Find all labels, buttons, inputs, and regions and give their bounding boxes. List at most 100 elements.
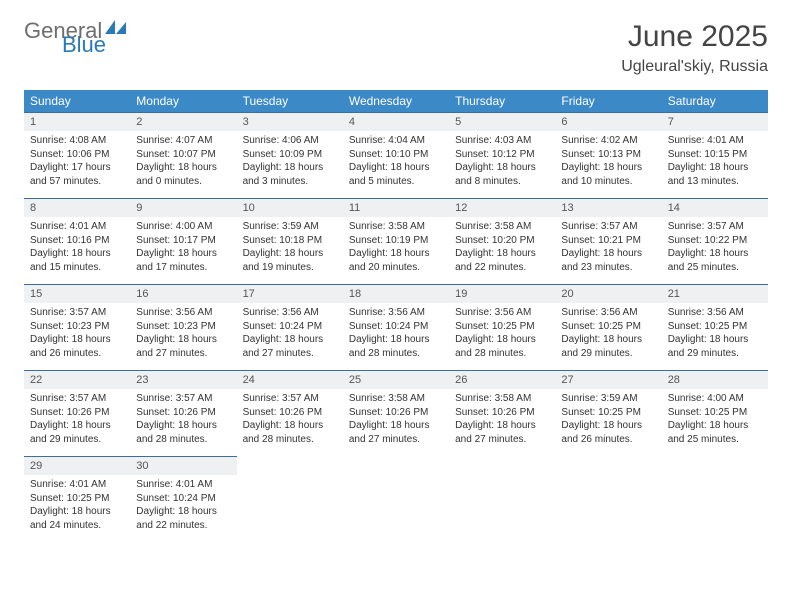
- sunrise-text: Sunrise: 3:58 AM: [349, 220, 443, 234]
- day-details: Sunrise: 3:58 AMSunset: 10:26 PMDaylight…: [449, 389, 555, 452]
- sunset-text: Sunset: 10:06 PM: [30, 148, 124, 162]
- daylight-text: Daylight: 18 hours and 10 minutes.: [561, 161, 655, 188]
- day-number: 9: [130, 198, 236, 217]
- sunset-text: Sunset: 10:24 PM: [349, 320, 443, 334]
- calendar-cell: 8Sunrise: 4:01 AMSunset: 10:16 PMDayligh…: [24, 198, 130, 284]
- day-number: 27: [555, 370, 661, 389]
- calendar-cell: 11Sunrise: 3:58 AMSunset: 10:19 PMDaylig…: [343, 198, 449, 284]
- day-number: 3: [237, 112, 343, 131]
- day-number: 25: [343, 370, 449, 389]
- calendar-cell: 27Sunrise: 3:59 AMSunset: 10:25 PMDaylig…: [555, 370, 661, 456]
- sunset-text: Sunset: 10:19 PM: [349, 234, 443, 248]
- day-number: 11: [343, 198, 449, 217]
- day-number: 12: [449, 198, 555, 217]
- day-details: Sunrise: 3:58 AMSunset: 10:20 PMDaylight…: [449, 217, 555, 280]
- calendar-cell: 24Sunrise: 3:57 AMSunset: 10:26 PMDaylig…: [237, 370, 343, 456]
- daylight-text: Daylight: 18 hours and 28 minutes.: [243, 419, 337, 446]
- daylight-text: Daylight: 18 hours and 17 minutes.: [136, 247, 230, 274]
- sunrise-text: Sunrise: 4:00 AM: [668, 392, 762, 406]
- day-details: Sunrise: 4:02 AMSunset: 10:13 PMDaylight…: [555, 131, 661, 194]
- day-details: Sunrise: 4:01 AMSunset: 10:15 PMDaylight…: [662, 131, 768, 194]
- calendar-cell: 4Sunrise: 4:04 AMSunset: 10:10 PMDayligh…: [343, 112, 449, 198]
- calendar-cell: 25Sunrise: 3:58 AMSunset: 10:26 PMDaylig…: [343, 370, 449, 456]
- sunset-text: Sunset: 10:26 PM: [30, 406, 124, 420]
- sunrise-text: Sunrise: 3:57 AM: [30, 306, 124, 320]
- day-number: 19: [449, 284, 555, 303]
- day-details: Sunrise: 3:58 AMSunset: 10:26 PMDaylight…: [343, 389, 449, 452]
- day-details: Sunrise: 4:03 AMSunset: 10:12 PMDaylight…: [449, 131, 555, 194]
- day-number: 24: [237, 370, 343, 389]
- day-details: Sunrise: 3:59 AMSunset: 10:18 PMDaylight…: [237, 217, 343, 280]
- day-details: Sunrise: 3:56 AMSunset: 10:25 PMDaylight…: [449, 303, 555, 366]
- sunset-text: Sunset: 10:12 PM: [455, 148, 549, 162]
- daylight-text: Daylight: 17 hours and 57 minutes.: [30, 161, 124, 188]
- daylight-text: Daylight: 18 hours and 29 minutes.: [561, 333, 655, 360]
- weekday-header: Saturday: [662, 90, 768, 112]
- sunrise-text: Sunrise: 4:01 AM: [30, 220, 124, 234]
- sunrise-text: Sunrise: 4:01 AM: [668, 134, 762, 148]
- sunset-text: Sunset: 10:07 PM: [136, 148, 230, 162]
- calendar-cell: 14Sunrise: 3:57 AMSunset: 10:22 PMDaylig…: [662, 198, 768, 284]
- calendar-cell: 20Sunrise: 3:56 AMSunset: 10:25 PMDaylig…: [555, 284, 661, 370]
- day-number: 13: [555, 198, 661, 217]
- calendar-cell: 22Sunrise: 3:57 AMSunset: 10:26 PMDaylig…: [24, 370, 130, 456]
- day-number: 5: [449, 112, 555, 131]
- sunset-text: Sunset: 10:09 PM: [243, 148, 337, 162]
- sunrise-text: Sunrise: 3:56 AM: [136, 306, 230, 320]
- month-title: June 2025: [621, 20, 768, 54]
- daylight-text: Daylight: 18 hours and 15 minutes.: [30, 247, 124, 274]
- sunset-text: Sunset: 10:22 PM: [668, 234, 762, 248]
- daylight-text: Daylight: 18 hours and 29 minutes.: [30, 419, 124, 446]
- sunrise-text: Sunrise: 3:59 AM: [561, 392, 655, 406]
- calendar-cell: 26Sunrise: 3:58 AMSunset: 10:26 PMDaylig…: [449, 370, 555, 456]
- sunset-text: Sunset: 10:23 PM: [30, 320, 124, 334]
- calendar-cell: 3Sunrise: 4:06 AMSunset: 10:09 PMDayligh…: [237, 112, 343, 198]
- daylight-text: Daylight: 18 hours and 28 minutes.: [455, 333, 549, 360]
- day-details: Sunrise: 3:56 AMSunset: 10:25 PMDaylight…: [662, 303, 768, 366]
- day-details: Sunrise: 4:01 AMSunset: 10:24 PMDaylight…: [130, 475, 236, 538]
- calendar-cell: ..: [343, 456, 449, 542]
- sunrise-text: Sunrise: 4:08 AM: [30, 134, 124, 148]
- daylight-text: Daylight: 18 hours and 25 minutes.: [668, 247, 762, 274]
- day-details: Sunrise: 3:56 AMSunset: 10:24 PMDaylight…: [237, 303, 343, 366]
- day-details: Sunrise: 4:06 AMSunset: 10:09 PMDaylight…: [237, 131, 343, 194]
- calendar-cell: 29Sunrise: 4:01 AMSunset: 10:25 PMDaylig…: [24, 456, 130, 542]
- day-number: 20: [555, 284, 661, 303]
- sunrise-text: Sunrise: 3:57 AM: [561, 220, 655, 234]
- day-number: 4: [343, 112, 449, 131]
- daylight-text: Daylight: 18 hours and 27 minutes.: [349, 419, 443, 446]
- sunrise-text: Sunrise: 3:58 AM: [349, 392, 443, 406]
- weekday-header: Tuesday: [237, 90, 343, 112]
- sunrise-text: Sunrise: 3:56 AM: [668, 306, 762, 320]
- day-details: Sunrise: 3:57 AMSunset: 10:26 PMDaylight…: [24, 389, 130, 452]
- sunset-text: Sunset: 10:10 PM: [349, 148, 443, 162]
- daylight-text: Daylight: 18 hours and 20 minutes.: [349, 247, 443, 274]
- daylight-text: Daylight: 18 hours and 5 minutes.: [349, 161, 443, 188]
- day-details: Sunrise: 3:56 AMSunset: 10:24 PMDaylight…: [343, 303, 449, 366]
- day-number: 17: [237, 284, 343, 303]
- day-number: 30: [130, 456, 236, 475]
- calendar-cell: 12Sunrise: 3:58 AMSunset: 10:20 PMDaylig…: [449, 198, 555, 284]
- daylight-text: Daylight: 18 hours and 24 minutes.: [30, 505, 124, 532]
- calendar-cell: 30Sunrise: 4:01 AMSunset: 10:24 PMDaylig…: [130, 456, 236, 542]
- sunrise-text: Sunrise: 4:01 AM: [30, 478, 124, 492]
- sunset-text: Sunset: 10:15 PM: [668, 148, 762, 162]
- sunrise-text: Sunrise: 4:02 AM: [561, 134, 655, 148]
- sunrise-text: Sunrise: 3:57 AM: [668, 220, 762, 234]
- sunrise-text: Sunrise: 4:01 AM: [136, 478, 230, 492]
- calendar-cell: 13Sunrise: 3:57 AMSunset: 10:21 PMDaylig…: [555, 198, 661, 284]
- day-details: Sunrise: 3:56 AMSunset: 10:25 PMDaylight…: [555, 303, 661, 366]
- daylight-text: Daylight: 18 hours and 23 minutes.: [561, 247, 655, 274]
- day-number: 6: [555, 112, 661, 131]
- calendar-cell: 7Sunrise: 4:01 AMSunset: 10:15 PMDayligh…: [662, 112, 768, 198]
- calendar-table: Sunday Monday Tuesday Wednesday Thursday…: [24, 90, 768, 542]
- day-details: Sunrise: 3:58 AMSunset: 10:19 PMDaylight…: [343, 217, 449, 280]
- sunrise-text: Sunrise: 4:00 AM: [136, 220, 230, 234]
- calendar-header-row: Sunday Monday Tuesday Wednesday Thursday…: [24, 90, 768, 112]
- sunset-text: Sunset: 10:25 PM: [455, 320, 549, 334]
- day-details: Sunrise: 4:00 AMSunset: 10:25 PMDaylight…: [662, 389, 768, 452]
- calendar-cell: 28Sunrise: 4:00 AMSunset: 10:25 PMDaylig…: [662, 370, 768, 456]
- sunset-text: Sunset: 10:25 PM: [561, 406, 655, 420]
- calendar-cell: 19Sunrise: 3:56 AMSunset: 10:25 PMDaylig…: [449, 284, 555, 370]
- daylight-text: Daylight: 18 hours and 3 minutes.: [243, 161, 337, 188]
